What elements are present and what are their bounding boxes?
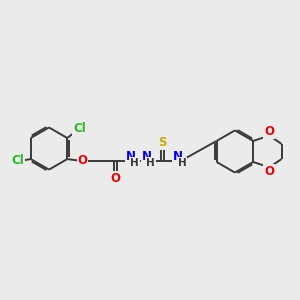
Text: N: N	[173, 150, 183, 163]
Text: O: O	[110, 172, 120, 184]
Text: H: H	[178, 158, 186, 168]
Text: O: O	[264, 165, 274, 178]
Text: Cl: Cl	[11, 154, 24, 167]
Text: O: O	[77, 154, 88, 167]
Text: H: H	[146, 158, 155, 168]
Text: S: S	[158, 136, 167, 149]
Text: N: N	[142, 150, 152, 163]
Text: H: H	[130, 158, 139, 168]
Text: Cl: Cl	[73, 122, 86, 135]
Text: N: N	[125, 150, 136, 163]
Text: O: O	[264, 125, 274, 138]
